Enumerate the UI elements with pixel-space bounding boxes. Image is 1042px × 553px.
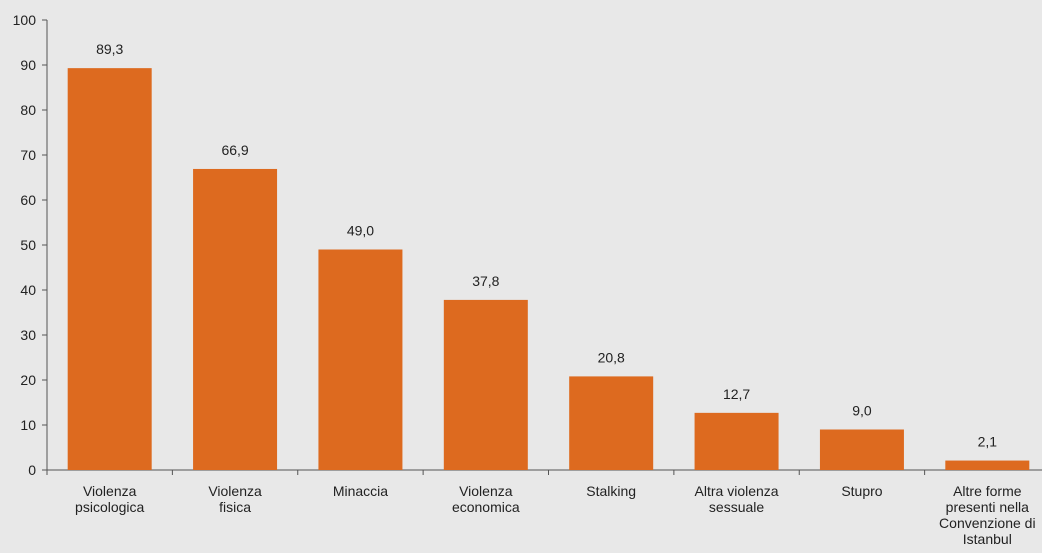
category-label: Altre forme xyxy=(953,483,1022,499)
category-label: presenti nella xyxy=(946,499,1029,515)
y-tick-label: 100 xyxy=(13,12,37,28)
data-label: 37,8 xyxy=(472,273,499,289)
category-label: Istanbul xyxy=(963,531,1012,547)
data-label: 2,1 xyxy=(978,434,998,450)
y-tick-label: 80 xyxy=(20,102,36,118)
y-tick-label: 70 xyxy=(20,147,36,163)
data-label: 20,8 xyxy=(598,349,625,365)
category-label: Violenza xyxy=(83,483,137,499)
bar xyxy=(569,376,654,470)
data-label: 9,0 xyxy=(852,403,872,419)
y-tick-label: 50 xyxy=(20,237,36,253)
category-label: Stupro xyxy=(841,483,882,499)
category-label: Violenza xyxy=(459,483,513,499)
y-tick-label: 10 xyxy=(20,417,36,433)
bar xyxy=(694,412,779,470)
category-label: psicologica xyxy=(75,499,144,515)
data-label: 12,7 xyxy=(723,386,750,402)
y-tick-label: 90 xyxy=(20,57,36,73)
category-label: Stalking xyxy=(586,483,636,499)
x-axis xyxy=(46,469,1042,475)
data-label: 49,0 xyxy=(347,223,374,239)
category-label: Violenza xyxy=(208,483,262,499)
data-label: 89,3 xyxy=(96,41,123,57)
category-label: Altra violenza xyxy=(695,483,779,499)
bar xyxy=(945,460,1030,470)
category-label: sessuale xyxy=(709,499,764,515)
y-tick-label: 60 xyxy=(20,192,36,208)
bar xyxy=(819,429,904,470)
category-label: economica xyxy=(452,499,520,515)
bar xyxy=(318,249,403,470)
bar xyxy=(67,68,152,471)
category-label: fisica xyxy=(219,499,251,515)
y-axis: 0 10 20 30 40 50 60 70 80 90 100 xyxy=(13,12,48,478)
bars xyxy=(67,68,1030,471)
bar xyxy=(443,299,528,470)
y-tick-label: 0 xyxy=(28,462,36,478)
data-label: 66,9 xyxy=(221,142,248,158)
y-tick-label: 20 xyxy=(20,372,36,388)
y-tick-label: 40 xyxy=(20,282,36,298)
y-tick-label: 30 xyxy=(20,327,36,343)
category-label: Convenzione di xyxy=(939,515,1036,531)
data-labels: 89,3 66,9 49,0 37,8 20,8 12,7 9,0 2,1 xyxy=(96,41,997,449)
bar xyxy=(193,168,278,470)
category-labels: ViolenzapsicologicaViolenzafisicaMinacci… xyxy=(75,483,1036,547)
category-label: Minaccia xyxy=(333,483,388,499)
